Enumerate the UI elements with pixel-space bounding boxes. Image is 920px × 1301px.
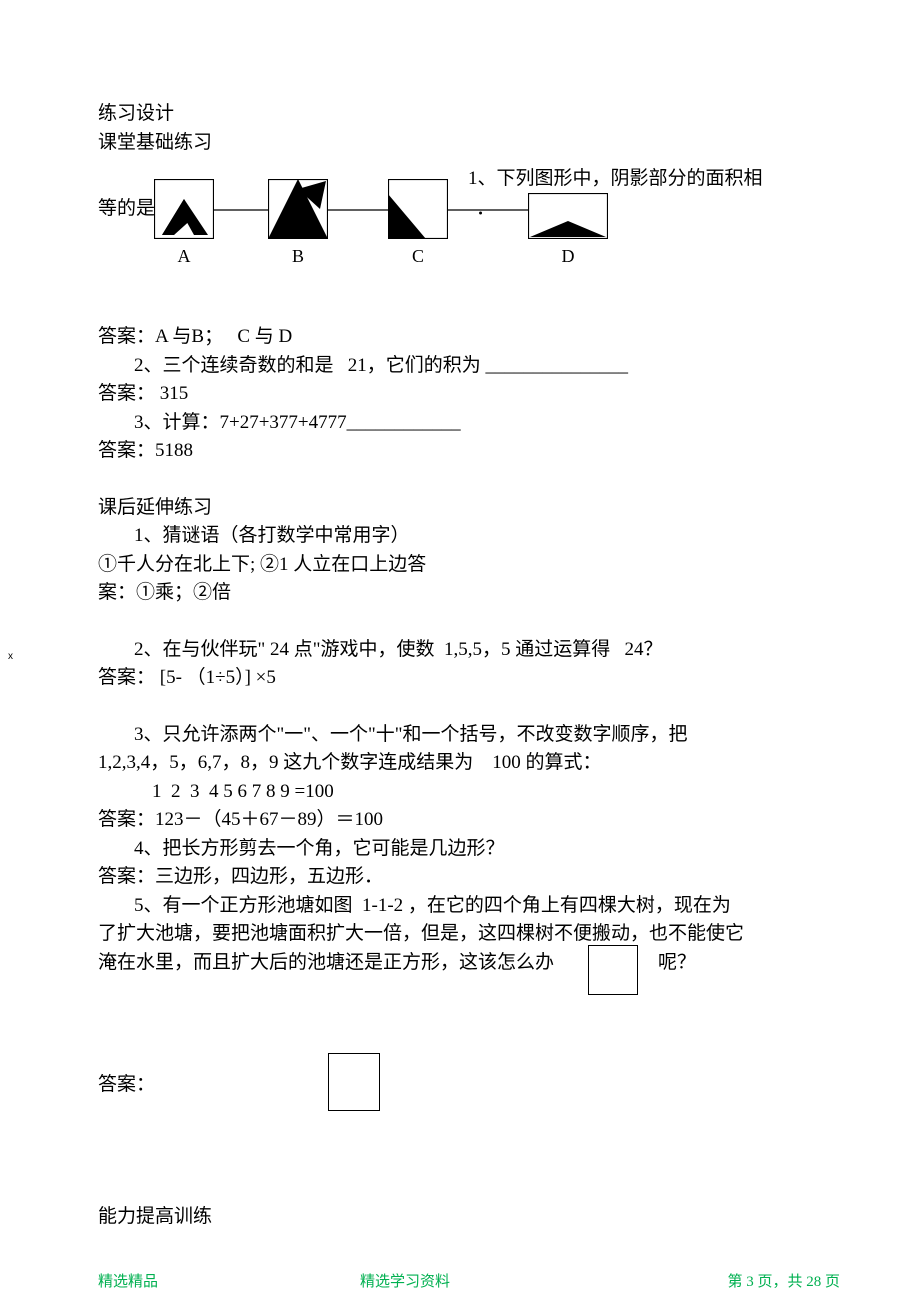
s2-q1-answer: 案：①乘；②倍 <box>98 579 838 608</box>
figure-d <box>528 193 608 239</box>
s2-q5-line1: 5、有一个正方形池塘如图 1-1-2 ，在它的四个角上有四棵大树，现在为 <box>98 892 838 921</box>
s2-q2: 2、在与伙伴玩" 24 点"游戏中，使数 1,5,5，5 通过运算得 24？ <box>98 636 838 665</box>
s2-q5-suffix: 呢？ <box>658 949 696 978</box>
label-c: C <box>388 243 448 270</box>
s2-q2-answer: 答案： [5- （1÷5）] ×5 <box>98 664 838 693</box>
footer-left: 精选精品 <box>98 1271 158 1294</box>
s2-q3-line2: 1,2,3,4，5，6,7，8，9 这九个数字连成结果为 100 的算式： <box>98 749 838 778</box>
q3-text: 3、计算：7+27+377+4777____________ <box>98 409 838 438</box>
q5-inline-square <box>588 945 638 995</box>
s2-q3-line1: 3、只允许添两个"一"、一个"十"和一个括号，不改变数字顺序，把 <box>98 721 838 750</box>
label-b: B <box>268 243 328 270</box>
q1-period: ． <box>476 195 495 224</box>
q1-diagram-row: 1、下列图形中，阴影部分的面积相 等的是 A B C <box>98 165 838 275</box>
q5-answer-square <box>328 1053 380 1111</box>
q1-answer: 答案：A 与B； C 与 D <box>98 323 838 352</box>
s2-q3-line3: 1 2 3 4 5 6 7 8 9 =100 <box>98 778 838 807</box>
figure-a <box>154 179 214 239</box>
s2-q5-line2: 了扩大池塘，要把池塘面积扩大一倍，但是，这四棵树不便搬动，也不能使它 <box>98 920 838 949</box>
section-after-class: 课后延伸练习 <box>98 494 838 523</box>
q2-text: 2、三个连续奇数的和是 21，它们的积为 _______________ <box>98 352 838 381</box>
footer-center: 精选学习资料 <box>360 1271 450 1294</box>
s2-q1: 1、猜谜语（各打数学中常用字） <box>98 522 838 551</box>
section-ability: 能力提高训练 <box>98 1203 838 1232</box>
footer-right: 第 3 页，共 28 页 <box>727 1271 840 1294</box>
heading-practice-design: 练习设计 <box>98 100 838 129</box>
q3-answer: 答案：5188 <box>98 437 838 466</box>
margin-mark: x <box>8 649 13 664</box>
s2-q3-answer: 答案：123－（45＋67－89）＝100 <box>98 806 838 835</box>
q2-answer: 答案： 315 <box>98 380 838 409</box>
label-a: A <box>154 243 214 270</box>
heading-classroom-basic: 课堂基础练习 <box>98 129 838 158</box>
figure-c <box>388 179 448 239</box>
q1-text: 1、下列图形中，阴影部分的面积相 <box>468 165 763 194</box>
figure-b <box>268 179 328 239</box>
s2-q4-answer: 答案：三边形，四边形，五边形． <box>98 863 838 892</box>
s2-q1-options: ①千人分在北上下; ②1 人立在口上边答 <box>98 551 838 580</box>
connector-line <box>154 209 574 211</box>
s2-q4: 4、把长方形剪去一个角，它可能是几边形？ <box>98 835 838 864</box>
s2-q5-line3: 淹在水里，而且扩大后的池塘还是正方形，这该怎么办 <box>98 949 554 978</box>
label-d: D <box>538 243 598 270</box>
s2-q5-answer-label: 答案： <box>98 1071 155 1100</box>
q1-prefix: 等的是 <box>98 195 155 224</box>
